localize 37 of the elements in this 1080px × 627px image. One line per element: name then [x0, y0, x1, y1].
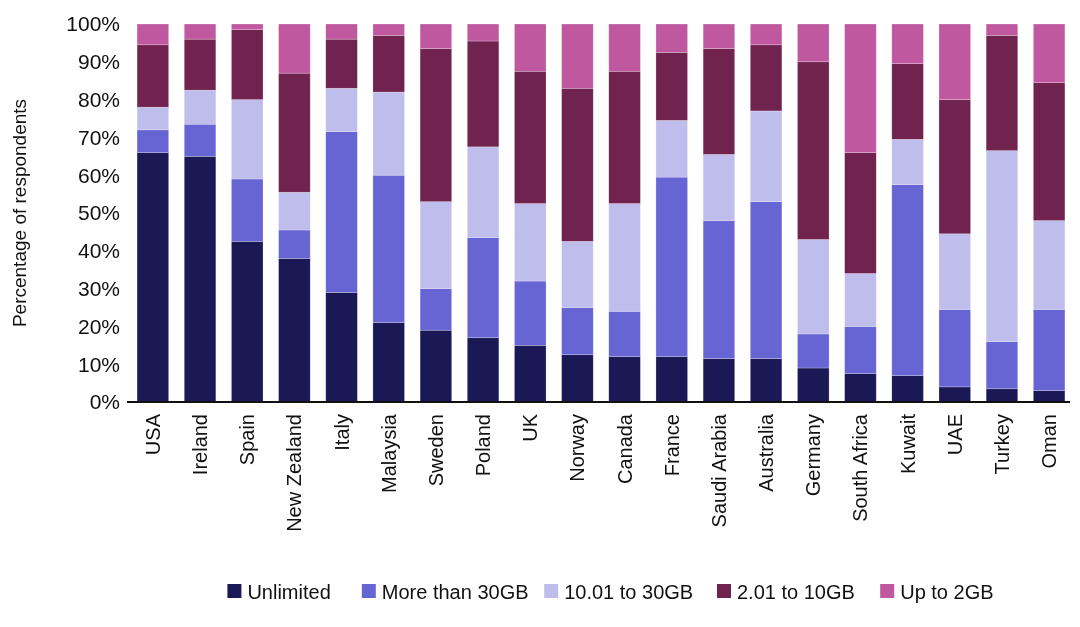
- x-tick-label: France: [660, 414, 683, 477]
- y-tick-label: 100%: [66, 12, 120, 36]
- x-tick-label: Germany: [802, 414, 825, 497]
- y-tick-label: 40%: [77, 239, 120, 263]
- legend-label: Unlimited: [247, 581, 331, 603]
- y-tick-label: 50%: [77, 201, 120, 225]
- x-tick-label: Kuwait: [896, 413, 919, 475]
- x-tick-label: Malaysia: [377, 413, 400, 493]
- x-tick-label: Saudi Arabia: [707, 413, 730, 528]
- x-tick-label: Spain: [236, 414, 259, 466]
- legend-label: 2.01 to 10GB: [737, 581, 855, 603]
- x-tick-label: Turkey: [990, 414, 1013, 475]
- x-tick-label: Italy: [330, 414, 353, 451]
- legend-label: 10.01 to 30GB: [564, 581, 694, 603]
- y-tick-label: 20%: [77, 314, 120, 338]
- legend-label: More than 30GB: [381, 581, 529, 603]
- y-tick-label: 60%: [77, 163, 120, 187]
- x-tick-label: USA: [141, 413, 164, 456]
- x-tick-label: UAE: [943, 414, 966, 456]
- x-tick-label: Ireland: [189, 414, 212, 476]
- y-tick-label: 70%: [77, 125, 120, 149]
- y-tick-label: 30%: [77, 276, 120, 300]
- x-tick-label: Canada: [613, 413, 636, 485]
- y-tick-label: 80%: [77, 87, 120, 111]
- x-tick-label: New Zealand: [283, 414, 306, 532]
- x-tick-label: Sweden: [424, 414, 447, 487]
- x-tick-label: Poland: [472, 414, 495, 477]
- x-tick-label: Oman: [1038, 414, 1061, 469]
- y-tick-label: 0%: [89, 390, 120, 414]
- y-axis-title: Percentage of respondents: [9, 98, 30, 328]
- y-tick-label: 10%: [77, 352, 120, 376]
- y-tick-label: 90%: [77, 50, 120, 74]
- x-tick-label: Norway: [566, 414, 589, 482]
- x-tick-label: South Africa: [849, 413, 872, 522]
- x-tick-label: UK: [519, 413, 542, 442]
- legend-label: Up to 2GB: [900, 581, 994, 603]
- x-tick-label: Australia: [755, 413, 778, 492]
